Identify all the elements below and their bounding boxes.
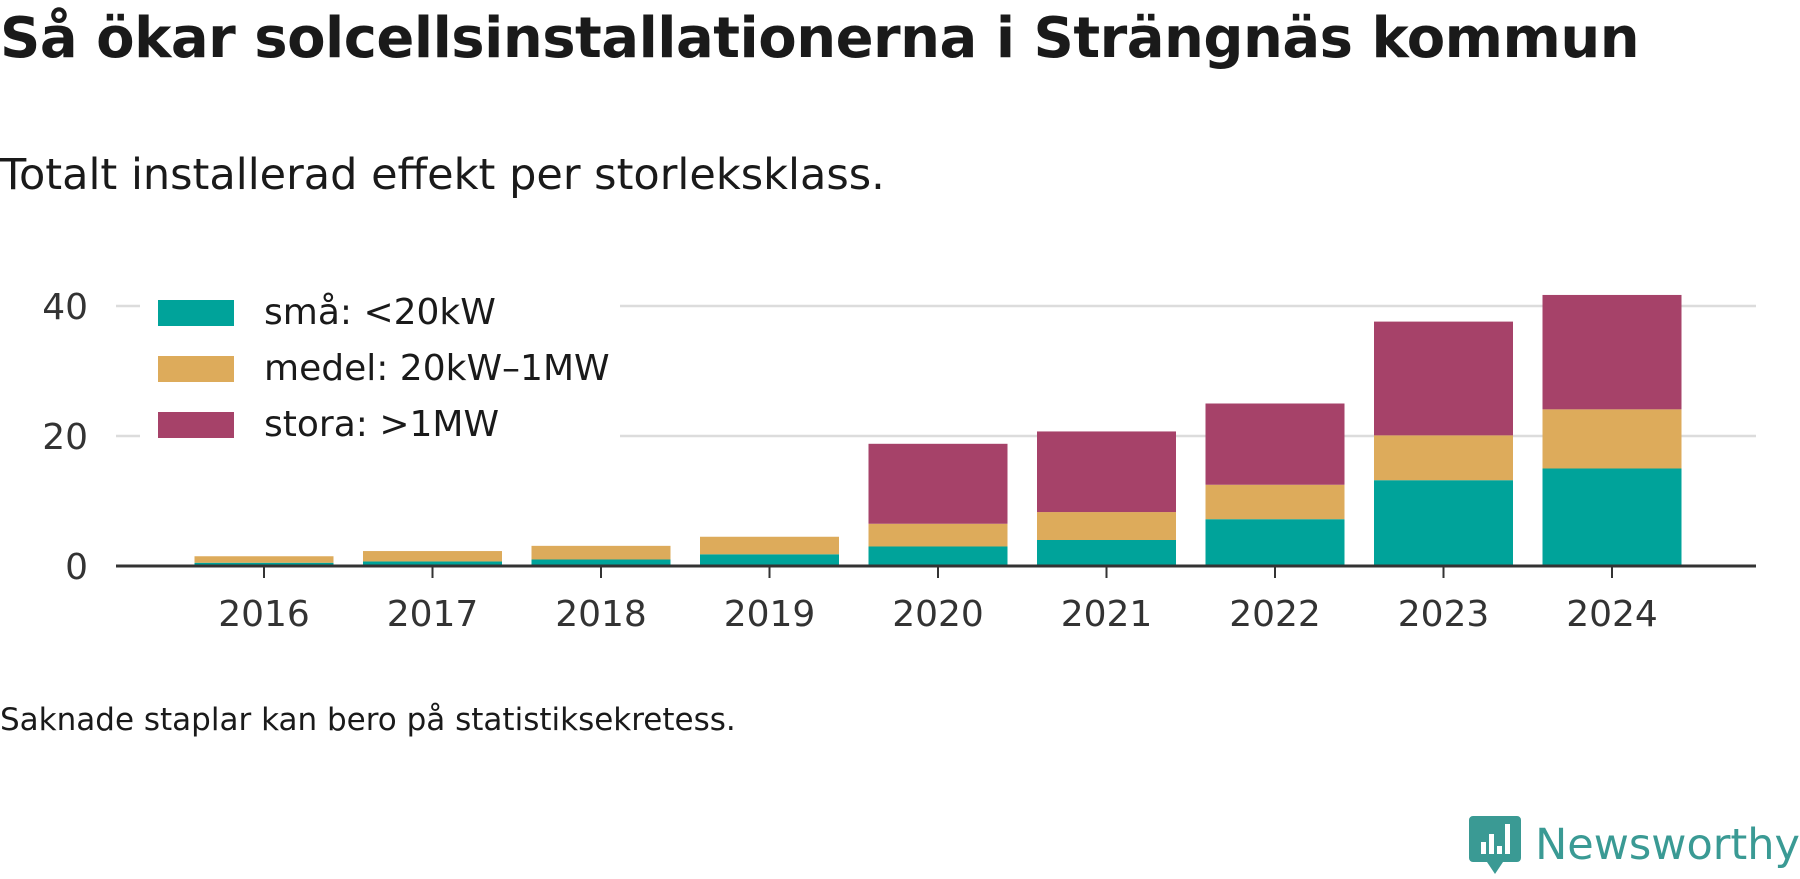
bar-segment: [700, 536, 839, 555]
legend-label: små: <20kW: [264, 292, 496, 333]
bar-segment: [1374, 321, 1513, 436]
y-tick-label: 40: [42, 287, 88, 328]
bar-segment: [1205, 519, 1345, 566]
x-tick-label: 2017: [387, 594, 479, 635]
footnote: Saknade staplar kan bero på statistiksek…: [0, 702, 736, 738]
legend-swatch: [158, 412, 234, 438]
legend-label: medel: 20kW–1MW: [264, 348, 610, 389]
legend-swatch: [158, 300, 234, 326]
x-tick-label: 2023: [1398, 594, 1490, 635]
bar-segment: [1037, 431, 1176, 513]
x-tick-label: 2021: [1061, 594, 1153, 635]
bar-segment: [531, 559, 671, 566]
bar-segment: [194, 562, 334, 566]
bars: [194, 294, 1682, 566]
bar-segment: [1205, 403, 1345, 485]
x-tick-label: 2022: [1229, 594, 1321, 635]
bar-segment: [1542, 409, 1682, 469]
legend-swatch: [158, 356, 234, 382]
axes: 0 20 40 2016 2017 2018 2019 2020 2021 2022 2023 202…: [42, 287, 1756, 635]
x-tick-label: 2019: [724, 594, 816, 635]
bar-segment: [363, 551, 502, 562]
brand-name: Newsworthy: [1535, 820, 1800, 870]
bar-segment: [700, 554, 839, 566]
x-tick-label: 2016: [218, 594, 310, 635]
legend: små: <20kW medel: 20kW–1MW stora: >1MW: [140, 284, 620, 454]
bar-segment: [868, 443, 1008, 524]
bar-segment: [1037, 512, 1176, 540]
brand: Newsworthy: [1469, 816, 1800, 874]
x-tick-label: 2024: [1566, 594, 1658, 635]
bar-segment: [1205, 484, 1345, 520]
newsworthy-logo-icon: [1469, 816, 1522, 874]
y-tick-label: 0: [65, 547, 88, 588]
y-tick-label: 20: [42, 417, 88, 458]
bar-segment: [194, 556, 334, 563]
bar-segment: [1542, 468, 1682, 566]
bar-segment: [1374, 435, 1513, 481]
x-tick-label: 2018: [555, 594, 647, 635]
bar-segment: [531, 545, 671, 560]
bar-segment: [1542, 294, 1682, 410]
x-tick-label: 2020: [892, 594, 984, 635]
chart-subtitle: Totalt installerad effekt per storlekskl…: [0, 150, 885, 200]
bar-segment: [1374, 480, 1513, 566]
bar-segment: [363, 561, 502, 566]
bar-segment: [868, 546, 1008, 566]
bar-segment: [1037, 540, 1176, 566]
bar-segment: [868, 523, 1008, 547]
chart-title: Så ökar solcellsinstallationerna i Strän…: [0, 6, 1640, 71]
legend-label: stora: >1MW: [264, 404, 499, 445]
